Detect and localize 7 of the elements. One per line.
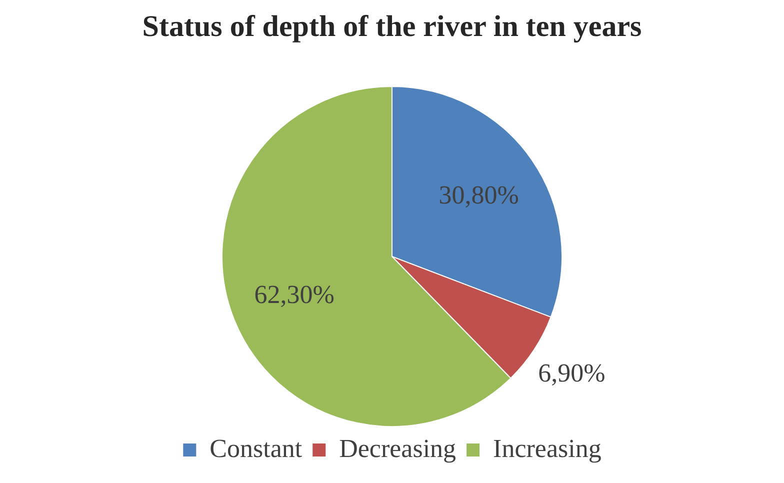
legend-label: Decreasing (339, 434, 456, 463)
data-label: 30,80% (438, 180, 519, 210)
legend-label: Increasing (493, 434, 602, 463)
data-label: 62,30% (254, 280, 334, 310)
chart-title: Status of depth of the river in ten years (142, 10, 642, 43)
legend-label: Constant (210, 434, 303, 463)
data-label: 6,90% (538, 358, 606, 388)
